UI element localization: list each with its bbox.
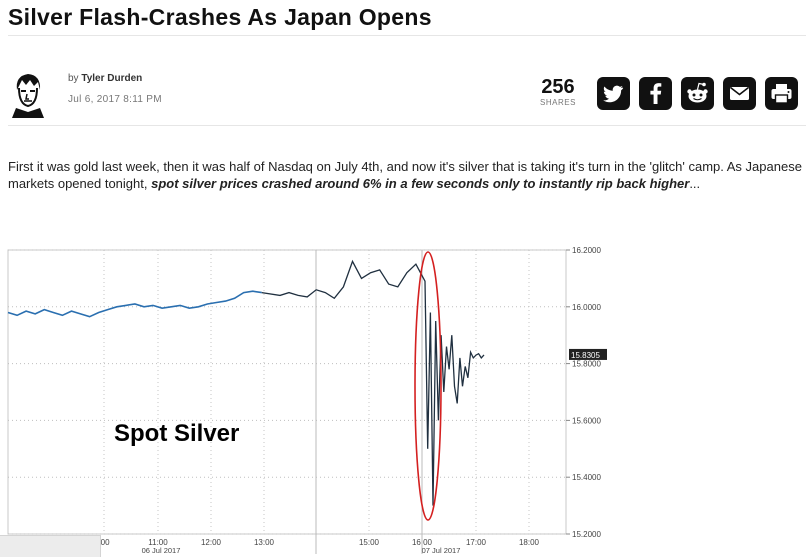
y-tick-label: 16.0000 [572, 303, 601, 312]
byline: by Tyler Durden [68, 73, 142, 84]
byline-divider [8, 125, 806, 126]
article-body: First it was gold last week, then it was… [8, 158, 808, 192]
email-share-button[interactable] [723, 77, 756, 110]
horizontal-scrollbar[interactable] [0, 535, 101, 557]
crash-highlight [414, 251, 442, 521]
x-tick-label: 12:00 [201, 538, 222, 547]
share-count: 256 SHARES [530, 76, 586, 107]
byline-prefix: by [68, 73, 79, 84]
last-value-label: 15.8305 [571, 351, 600, 360]
twitter-icon [603, 85, 624, 103]
reddit-share-button[interactable] [681, 77, 714, 110]
article-title: Silver Flash-Crashes As Japan Opens [8, 4, 432, 30]
email-icon [730, 86, 749, 100]
print-icon [771, 84, 792, 104]
share-count-label: SHARES [540, 98, 576, 107]
author-avatar[interactable] [8, 70, 48, 118]
y-tick-label: 15.8000 [572, 360, 601, 369]
body-bold: spot silver prices crashed around 6% in … [151, 176, 690, 191]
reddit-icon [687, 82, 708, 103]
silver-chart: 16.2000 16.0000 15.8000 15.6000 15.4000 15.20… [7, 246, 607, 555]
last-value-box [569, 348, 607, 360]
x-tick-label: 11:00 [148, 538, 168, 547]
y-tick-label: 15.6000 [572, 416, 601, 425]
body-plain: First it was gold last week, then it was… [8, 159, 802, 191]
twitter-share-button[interactable] [597, 77, 630, 110]
price-line-dark [261, 259, 485, 506]
facebook-share-button[interactable] [639, 77, 672, 110]
y-tick-label: 15.2000 [572, 530, 601, 539]
x-tick-label: 15:00 [359, 538, 380, 547]
print-button[interactable] [765, 77, 798, 110]
x-date-label: 06 Jul 2017 [142, 546, 181, 555]
x-date-label: 07 Jul 2017 [422, 546, 461, 555]
price-line-blue [7, 290, 262, 318]
publish-date: Jul 6, 2017 8:11 PM [68, 94, 162, 105]
share-count-number: 256 [541, 76, 575, 98]
x-tick-label: 17:00 [466, 538, 487, 547]
x-tick-label: 18:00 [519, 538, 540, 547]
chart-annotation: Spot Silver [114, 420, 239, 447]
y-tick-label: 15.4000 [572, 473, 601, 482]
x-tick-label: :00 [98, 538, 110, 547]
title-divider [8, 35, 806, 36]
y-tick-label: 16.2000 [572, 246, 601, 255]
author-name[interactable]: Tyler Durden [81, 73, 143, 84]
x-tick-label: 13:00 [254, 538, 275, 547]
facebook-icon [650, 83, 662, 104]
body-ellipsis: ... [689, 176, 701, 191]
chart-frame [7, 249, 567, 535]
